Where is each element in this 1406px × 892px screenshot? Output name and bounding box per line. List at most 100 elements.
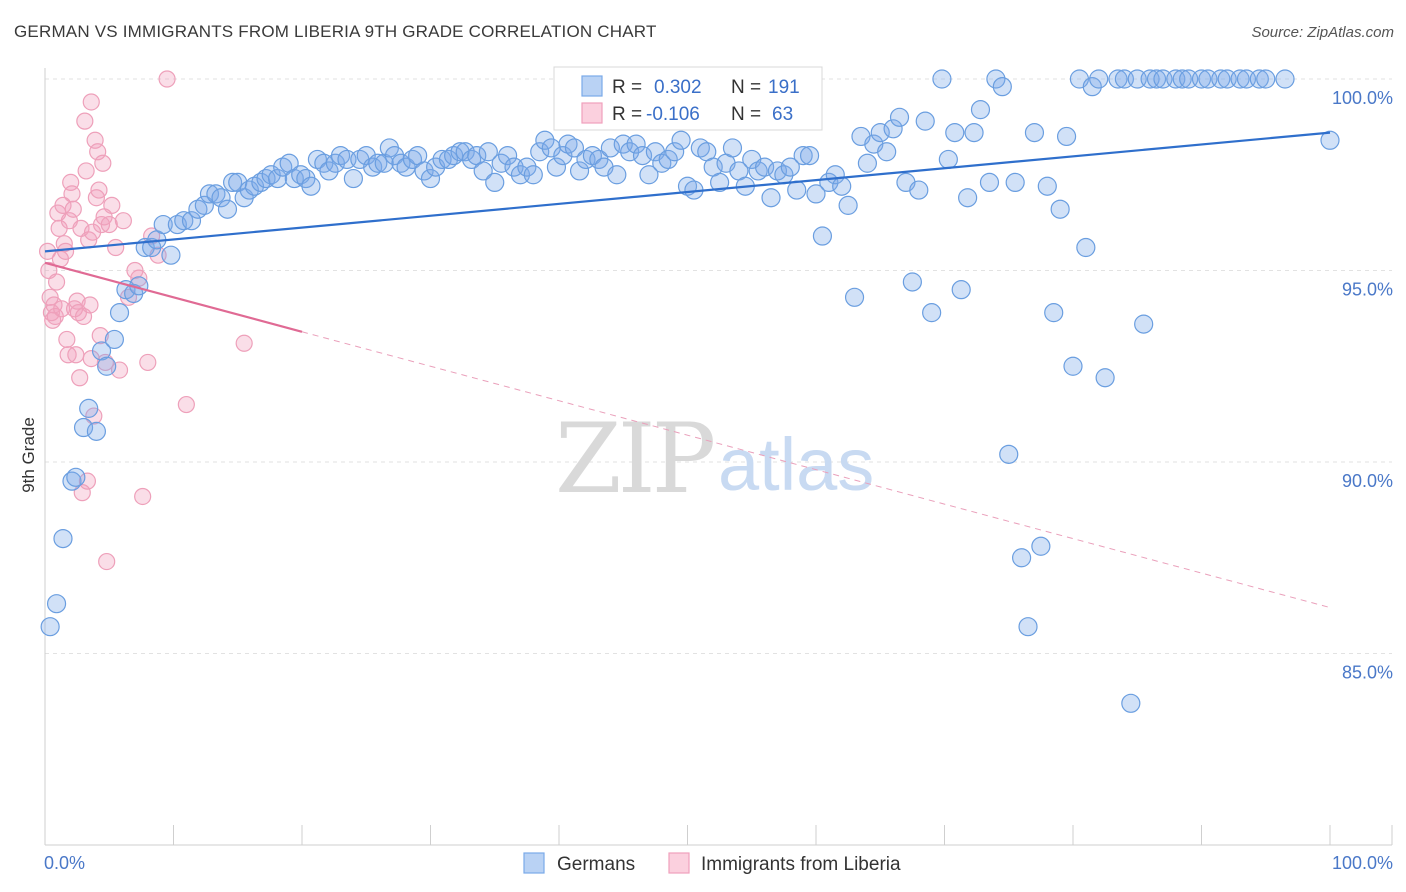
- german-point: [1108, 69, 1128, 89]
- german-point: [153, 214, 173, 235]
- german-point: [546, 157, 567, 177]
- liberia-trend-line: [44, 261, 303, 333]
- german-point: [607, 165, 627, 185]
- german-point: [194, 195, 214, 215]
- liberia-point: [107, 238, 125, 257]
- german-point: [161, 245, 181, 265]
- german-point: [414, 161, 434, 181]
- liberia-point: [64, 200, 82, 218]
- liberia-point: [81, 296, 99, 314]
- german-trend-line: [44, 131, 1331, 253]
- german-point: [639, 165, 659, 185]
- liberia-point: [58, 330, 76, 349]
- german-point: [844, 287, 865, 307]
- german-point: [986, 69, 1006, 89]
- liberia-point: [98, 552, 116, 571]
- german-point: [932, 69, 952, 89]
- liberia-point: [114, 212, 132, 230]
- y-tick-label: 95.0%: [1342, 280, 1393, 300]
- german-point: [206, 184, 226, 204]
- source-credit: Source: ZipAtlas.com: [1251, 24, 1394, 41]
- german-point: [915, 111, 935, 131]
- german-point: [600, 138, 621, 158]
- german-point: [951, 280, 971, 300]
- german-point: [754, 157, 775, 177]
- german-point: [1018, 617, 1038, 637]
- liberia-point: [63, 185, 81, 203]
- german-point: [979, 172, 1000, 193]
- liberia-point: [100, 215, 118, 234]
- german-point: [1095, 368, 1115, 388]
- german-point: [53, 528, 73, 549]
- german-point: [368, 153, 388, 173]
- y-tick-labels: 100.0% 95.0% 90.0% 85.0%: [1332, 88, 1393, 683]
- liberia-point: [235, 334, 253, 352]
- y-tick-label: 85.0%: [1342, 663, 1393, 683]
- german-point: [938, 149, 958, 170]
- german-point: [46, 594, 67, 614]
- german-point: [79, 398, 99, 418]
- german-point: [1121, 693, 1141, 713]
- german-point: [1211, 69, 1231, 89]
- german-point: [211, 188, 231, 208]
- german-points: [40, 69, 1340, 713]
- liberia-point: [76, 112, 94, 130]
- german-point: [523, 165, 543, 185]
- legend-r-value-liberia: -0.106: [646, 104, 700, 125]
- german-point: [658, 149, 678, 170]
- liberia-point: [67, 346, 85, 364]
- liberia-point: [71, 369, 89, 387]
- german-point: [793, 146, 813, 166]
- german-point: [870, 123, 890, 143]
- german-point: [1031, 536, 1051, 556]
- german-point: [958, 188, 978, 208]
- german-point: [626, 134, 646, 154]
- german-point: [1063, 356, 1083, 376]
- german-point: [632, 146, 653, 166]
- german-point: [1320, 130, 1340, 150]
- german-point: [62, 471, 82, 491]
- german-point: [73, 417, 94, 438]
- german-point: [343, 168, 363, 189]
- german-point: [384, 146, 405, 166]
- german-point: [498, 146, 518, 166]
- german-point: [217, 199, 238, 219]
- legend-r-value-german: 0.302: [654, 77, 702, 98]
- german-point: [883, 119, 903, 139]
- german-point: [91, 341, 112, 361]
- german-point: [517, 157, 537, 177]
- legend-n-value-german: 191: [768, 77, 800, 98]
- bottom-legend-swatch-liberia: [668, 852, 690, 874]
- german-point: [301, 176, 321, 196]
- german-point: [889, 107, 910, 127]
- german-point: [1050, 199, 1070, 219]
- german-point: [1089, 69, 1109, 89]
- german-point: [485, 172, 505, 193]
- german-point: [620, 142, 640, 162]
- liberia-points: [38, 70, 253, 571]
- german-point: [223, 172, 243, 193]
- german-point: [722, 138, 743, 158]
- german-point: [1134, 314, 1154, 334]
- liberia-point: [53, 300, 71, 318]
- liberia-point: [78, 472, 97, 490]
- german-point: [462, 149, 482, 170]
- german-point: [710, 172, 730, 193]
- german-point: [999, 444, 1019, 464]
- german-point: [535, 130, 555, 150]
- liberia-point: [82, 93, 100, 111]
- liberia-point: [47, 273, 66, 291]
- german-point: [279, 153, 299, 173]
- german-point: [945, 123, 965, 143]
- german-point: [780, 157, 800, 177]
- german-point: [267, 168, 288, 189]
- liberia-point: [177, 395, 195, 414]
- legend-n-value-liberia: 63: [772, 104, 793, 125]
- german-point: [787, 180, 807, 200]
- german-point: [877, 142, 897, 162]
- german-point: [86, 421, 107, 441]
- german-point: [66, 467, 86, 487]
- german-point: [1146, 69, 1167, 89]
- german-point: [970, 100, 991, 120]
